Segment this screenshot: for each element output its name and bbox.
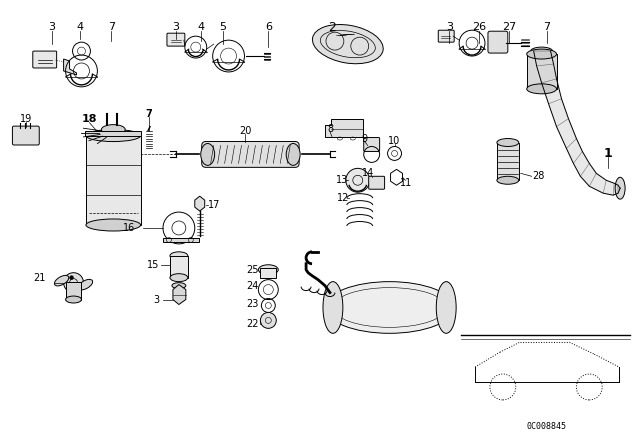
Ellipse shape: [65, 296, 81, 303]
Text: 3: 3: [172, 22, 179, 32]
Text: 18: 18: [82, 114, 97, 124]
Text: 1: 1: [604, 147, 612, 160]
Polygon shape: [163, 238, 199, 242]
Ellipse shape: [101, 125, 125, 134]
Text: 16: 16: [123, 223, 135, 233]
Ellipse shape: [86, 129, 141, 142]
Text: 2: 2: [328, 21, 336, 34]
Text: 23: 23: [246, 298, 259, 309]
Ellipse shape: [312, 25, 383, 64]
Text: 13: 13: [336, 175, 348, 185]
FancyBboxPatch shape: [438, 30, 454, 42]
Text: 19: 19: [20, 114, 32, 124]
FancyBboxPatch shape: [167, 33, 185, 46]
Text: 15: 15: [147, 260, 159, 270]
Ellipse shape: [436, 282, 456, 333]
Text: 7: 7: [108, 22, 115, 32]
FancyBboxPatch shape: [364, 138, 380, 151]
Text: 28: 28: [532, 171, 545, 181]
FancyBboxPatch shape: [12, 126, 39, 145]
Ellipse shape: [86, 219, 141, 231]
Text: 3: 3: [48, 22, 55, 32]
Text: 14: 14: [362, 168, 374, 178]
Text: 6: 6: [265, 22, 272, 32]
Text: 7: 7: [543, 22, 550, 32]
Circle shape: [346, 168, 370, 192]
Ellipse shape: [497, 177, 519, 184]
Text: 8: 8: [327, 124, 333, 134]
Text: 3: 3: [153, 294, 159, 305]
Ellipse shape: [201, 143, 214, 165]
Ellipse shape: [323, 282, 343, 333]
Bar: [86, 136, 141, 225]
Ellipse shape: [529, 50, 554, 64]
Polygon shape: [63, 59, 77, 75]
Ellipse shape: [78, 280, 93, 290]
Text: 25: 25: [246, 265, 259, 275]
Ellipse shape: [286, 143, 300, 165]
Polygon shape: [86, 130, 141, 136]
Text: 24: 24: [246, 280, 259, 291]
Polygon shape: [534, 51, 620, 195]
Circle shape: [63, 273, 83, 293]
FancyBboxPatch shape: [202, 142, 299, 168]
Text: 4: 4: [197, 22, 204, 32]
Bar: [527, 54, 557, 89]
Ellipse shape: [325, 282, 454, 333]
Bar: [170, 256, 188, 278]
Text: 9: 9: [362, 134, 368, 143]
Ellipse shape: [172, 283, 186, 289]
Polygon shape: [195, 196, 205, 211]
Text: 22: 22: [246, 319, 259, 329]
Text: 26: 26: [472, 22, 486, 32]
Circle shape: [260, 312, 276, 328]
Text: 0C008845: 0C008845: [527, 422, 566, 431]
Ellipse shape: [615, 177, 625, 199]
Text: 7: 7: [146, 109, 152, 119]
Ellipse shape: [170, 274, 188, 282]
Ellipse shape: [497, 138, 519, 146]
Text: 12: 12: [337, 193, 349, 203]
FancyBboxPatch shape: [369, 177, 385, 189]
Ellipse shape: [527, 49, 557, 59]
Ellipse shape: [54, 276, 68, 286]
FancyBboxPatch shape: [488, 31, 508, 53]
Text: 17: 17: [207, 200, 220, 210]
Text: 3: 3: [445, 22, 452, 32]
Text: 27: 27: [502, 22, 516, 32]
Text: 21: 21: [33, 273, 46, 283]
Text: 10: 10: [388, 136, 401, 146]
Text: 5: 5: [219, 22, 226, 32]
Circle shape: [70, 276, 74, 280]
Text: 11: 11: [401, 178, 413, 188]
Text: 4: 4: [76, 22, 83, 32]
Bar: [65, 282, 81, 300]
Ellipse shape: [259, 265, 278, 275]
Text: 20: 20: [239, 125, 252, 136]
FancyBboxPatch shape: [33, 51, 57, 68]
Ellipse shape: [531, 47, 552, 55]
Bar: [260, 268, 276, 278]
Ellipse shape: [527, 84, 557, 94]
Polygon shape: [173, 284, 186, 305]
Polygon shape: [325, 119, 372, 141]
Bar: [497, 142, 519, 180]
Ellipse shape: [170, 252, 188, 260]
